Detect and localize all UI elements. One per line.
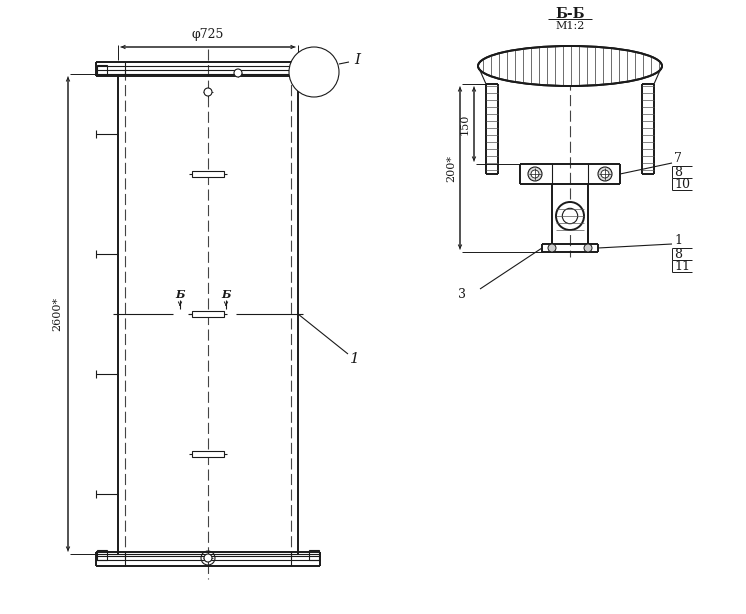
Bar — [97, 65, 107, 75]
Circle shape — [531, 170, 539, 178]
Bar — [309, 550, 319, 560]
Text: I: I — [354, 53, 360, 67]
Text: 10: 10 — [674, 178, 690, 191]
Circle shape — [234, 69, 242, 77]
Bar — [192, 451, 224, 457]
Circle shape — [556, 202, 584, 230]
Text: 8: 8 — [674, 166, 682, 179]
Circle shape — [204, 554, 212, 562]
Text: Б-Б: Б-Б — [555, 7, 585, 21]
Text: φ725: φ725 — [192, 28, 225, 41]
Text: 1: 1 — [350, 352, 360, 366]
Circle shape — [598, 167, 612, 181]
Bar — [192, 311, 224, 317]
Bar — [309, 65, 319, 75]
Circle shape — [548, 244, 556, 252]
Text: 11: 11 — [674, 260, 690, 273]
Text: 3: 3 — [458, 287, 466, 300]
Text: 2600*: 2600* — [52, 297, 62, 331]
Bar — [97, 550, 107, 560]
Text: Б: Б — [222, 289, 231, 300]
Circle shape — [562, 208, 577, 223]
Text: 8: 8 — [674, 248, 682, 261]
Circle shape — [601, 170, 609, 178]
Text: М1:2: М1:2 — [555, 21, 585, 31]
Text: 200*: 200* — [446, 155, 456, 182]
Text: Б: Б — [175, 289, 185, 300]
Circle shape — [204, 88, 212, 96]
Circle shape — [528, 167, 542, 181]
Circle shape — [289, 47, 339, 97]
Text: 150: 150 — [460, 114, 470, 134]
Text: 7: 7 — [674, 152, 682, 165]
Ellipse shape — [478, 46, 662, 86]
Circle shape — [584, 244, 592, 252]
Text: 1: 1 — [674, 233, 682, 246]
Bar — [192, 171, 224, 177]
